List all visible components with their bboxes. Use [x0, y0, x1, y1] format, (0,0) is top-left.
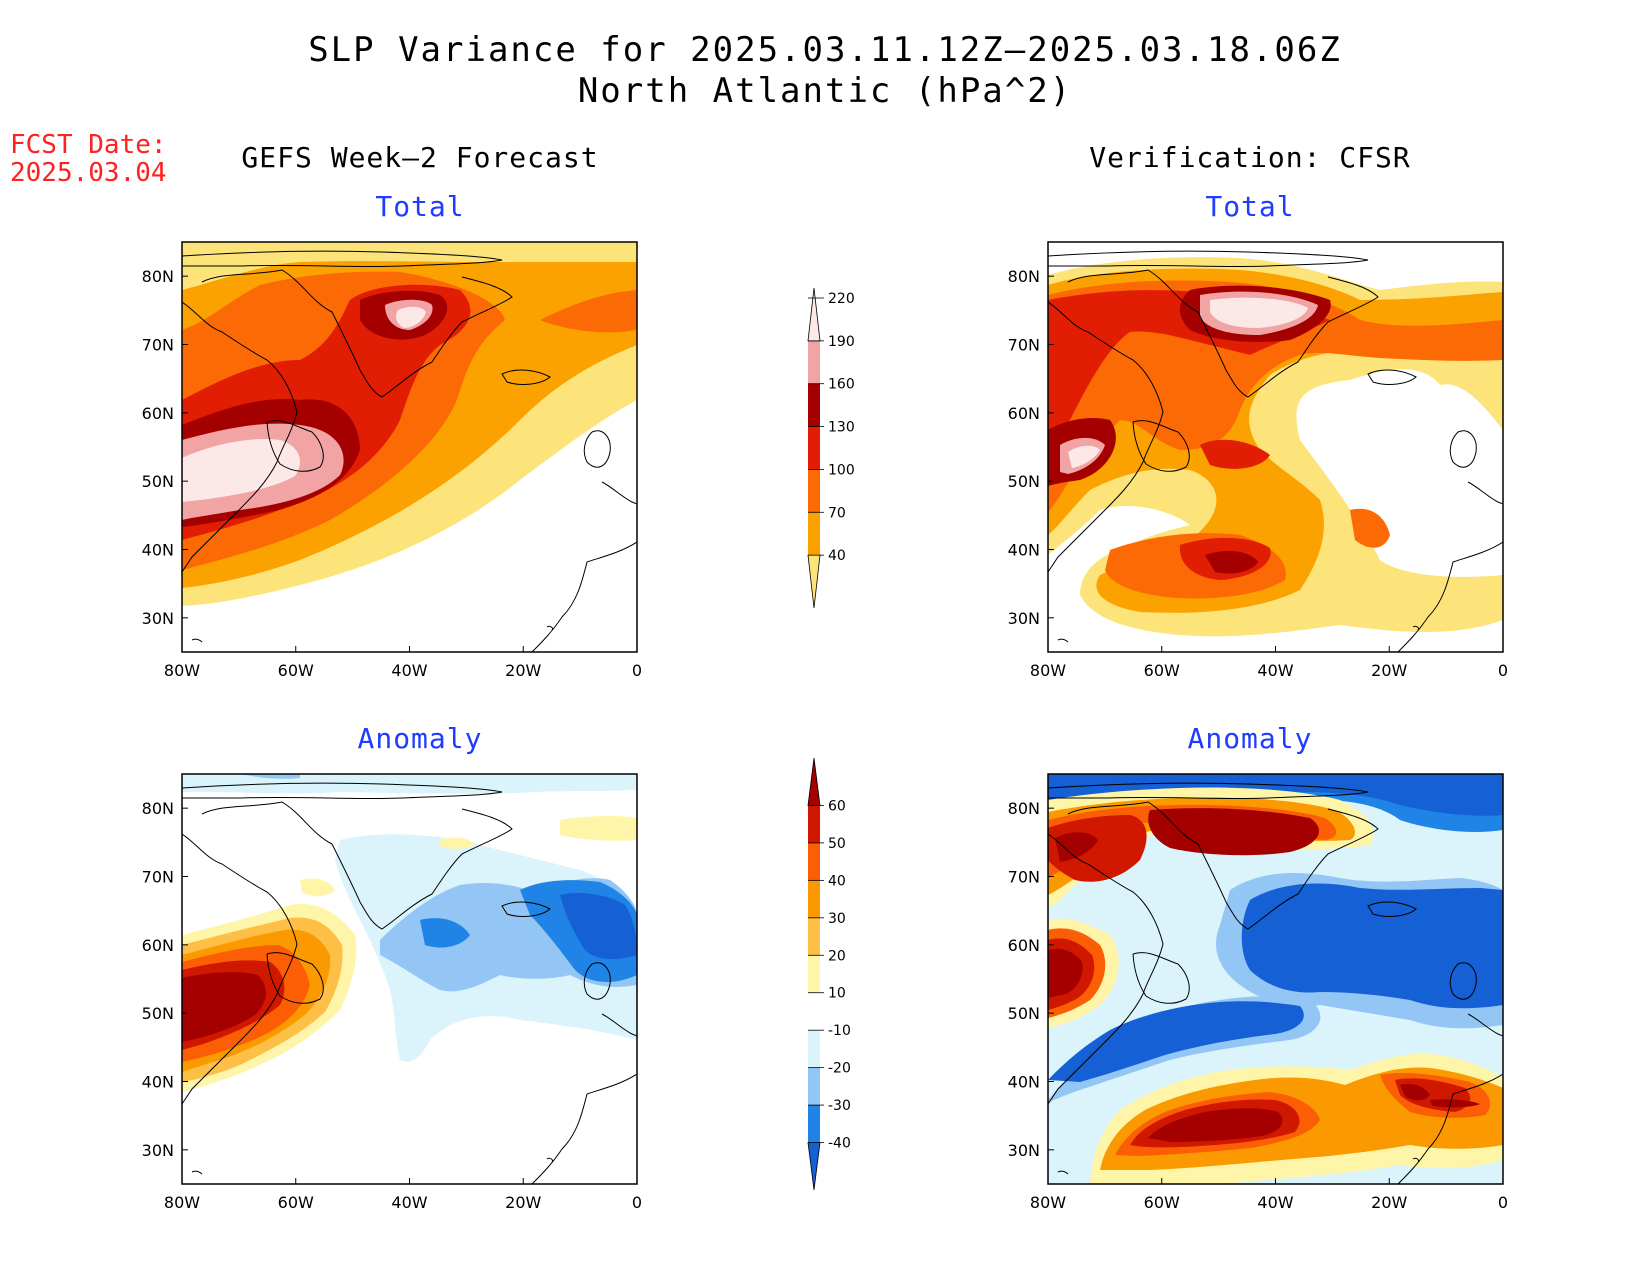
- colorbar-swatch: [808, 383, 820, 427]
- colorbar-swatch: [808, 992, 820, 1031]
- lon-tick-label-cfsr-anomaly: 60W: [1144, 1193, 1180, 1212]
- lat-tick-label-gefs-anomaly: 60N: [142, 936, 174, 955]
- colorbar-label: -30: [828, 1098, 851, 1114]
- axes-layer: 80N 70N 60N 50N 40N 30N 80W 60W 40W 20W 0 80N 70N 60N…: [142, 267, 1508, 1212]
- colorbar-label: 220: [828, 291, 855, 307]
- lat-tick-label-cfsr-anomaly: 80N: [1008, 799, 1040, 818]
- lon-tick-label-gefs-anomaly: 20W: [505, 1193, 541, 1212]
- lat-tick-label-cfsr-total: 50N: [1008, 472, 1040, 491]
- colorbar-label: 190: [828, 334, 855, 350]
- lon-tick-label-gefs-anomaly: 80W: [164, 1193, 200, 1212]
- lat-tick-label-cfsr-total: 80N: [1008, 267, 1040, 286]
- colorbar-swatch: [808, 512, 820, 556]
- panel-label-anomaly-right: Anomaly: [1187, 722, 1313, 755]
- lon-tick-label-gefs-total: 20W: [505, 661, 541, 680]
- lat-tick-label-gefs-total: 80N: [142, 267, 174, 286]
- lat-tick-label-cfsr-anomaly: 70N: [1008, 868, 1040, 887]
- map-panel-cfsr-total: [1048, 242, 1503, 652]
- main-subtitle: North Atlantic (hPa^2): [577, 71, 1073, 111]
- colorbar-label: 30: [828, 911, 846, 927]
- colorbar-label: 60: [828, 798, 846, 814]
- map-panel-gefs-total: [182, 242, 637, 652]
- panel-label-anomaly-left: Anomaly: [357, 722, 483, 755]
- colorbar-label: 50: [828, 836, 846, 852]
- colorbar-label: 10: [828, 986, 846, 1002]
- lat-tick-label-cfsr-total: 40N: [1008, 541, 1040, 560]
- panel-label-total-left: Total: [375, 190, 465, 223]
- colorbar-swatch: [807, 1142, 821, 1191]
- colorbar-label: 160: [828, 377, 855, 393]
- colorbar-swatch: [808, 917, 820, 956]
- map-panel-cfsr-anomaly: [1048, 774, 1503, 1184]
- colorbar-swatch: [807, 757, 821, 806]
- colorbar-swatch: [808, 805, 820, 843]
- colorbar-swatch: [808, 1067, 820, 1106]
- lat-tick-label-gefs-total: 50N: [142, 472, 174, 491]
- lon-tick-label-gefs-anomaly: 0: [632, 1193, 642, 1212]
- colorbar-anomaly: -40 -30 -20 -10 10 20 30 40 50 60: [807, 757, 851, 1191]
- lon-tick-label-gefs-total: 40W: [391, 661, 427, 680]
- colorbar-swatch: [807, 554, 821, 609]
- column-title-right: Verification: CFSR: [1089, 141, 1411, 174]
- lat-tick-label-gefs-anomaly: 70N: [142, 868, 174, 887]
- main-title: SLP Variance for 2025.03.11.12Z–2025.03.…: [308, 30, 1342, 70]
- colorbar-swatch: [808, 340, 820, 384]
- lon-tick-label-gefs-anomaly: 60W: [278, 1193, 314, 1212]
- lon-tick-label-gefs-total: 60W: [278, 661, 314, 680]
- colorbar-label: 130: [828, 420, 855, 436]
- lat-tick-label-gefs-total: 30N: [142, 609, 174, 628]
- colorbar-swatch: [808, 955, 820, 993]
- lon-tick-label-gefs-anomaly: 40W: [391, 1193, 427, 1212]
- lon-tick-label-gefs-total: 0: [632, 661, 642, 680]
- lon-tick-label-cfsr-total: 80W: [1030, 661, 1066, 680]
- colorbar-label: 20: [828, 948, 846, 964]
- lat-tick-label-cfsr-anomaly: 60N: [1008, 936, 1040, 955]
- colorbar-swatch: [808, 426, 820, 470]
- colorbar-swatch: [808, 1105, 820, 1143]
- fcst-date-label: FCST Date:: [10, 130, 167, 160]
- lat-tick-label-gefs-anomaly: 40N: [142, 1073, 174, 1092]
- lon-tick-label-gefs-total: 80W: [164, 661, 200, 680]
- panel-label-total-right: Total: [1205, 190, 1295, 223]
- column-title-left: GEFS Week–2 Forecast: [241, 141, 599, 174]
- colorbar-swatch: [808, 469, 820, 513]
- colorbar-swatch: [808, 880, 820, 918]
- lon-tick-label-cfsr-anomaly: 80W: [1030, 1193, 1066, 1212]
- colorbar-label: 70: [828, 505, 846, 521]
- colorbar-label: 100: [828, 462, 855, 478]
- lat-tick-label-cfsr-anomaly: 50N: [1008, 1004, 1040, 1023]
- lon-tick-label-cfsr-anomaly: 40W: [1257, 1193, 1293, 1212]
- lon-tick-label-cfsr-anomaly: 0: [1498, 1193, 1508, 1212]
- lat-tick-label-gefs-anomaly: 50N: [142, 1004, 174, 1023]
- colorbar-label: -40: [828, 1136, 851, 1152]
- colorbar-swatch: [807, 287, 821, 342]
- lon-tick-label-cfsr-anomaly: 20W: [1371, 1193, 1407, 1212]
- lon-tick-label-cfsr-total: 40W: [1257, 661, 1293, 680]
- colorbar-label: 40: [828, 873, 846, 889]
- lat-tick-label-gefs-total: 70N: [142, 336, 174, 355]
- lat-tick-label-cfsr-total: 30N: [1008, 609, 1040, 628]
- colorbar-swatch: [808, 842, 820, 881]
- lat-tick-label-gefs-anomaly: 80N: [142, 799, 174, 818]
- colorbar-swatch: [808, 1030, 820, 1068]
- map-panel-gefs-anomaly: [182, 774, 637, 1184]
- lat-tick-label-gefs-total: 40N: [142, 541, 174, 560]
- colorbar-total: 40 70 100 130 160 190 220: [807, 287, 855, 609]
- lat-tick-label-cfsr-anomaly: 40N: [1008, 1073, 1040, 1092]
- lon-tick-label-cfsr-total: 20W: [1371, 661, 1407, 680]
- colorbar-label: -10: [828, 1023, 851, 1039]
- lat-tick-label-cfsr-total: 70N: [1008, 336, 1040, 355]
- lon-tick-label-cfsr-total: 0: [1498, 661, 1508, 680]
- lat-tick-label-cfsr-total: 60N: [1008, 404, 1040, 423]
- lat-tick-label-gefs-anomaly: 30N: [142, 1141, 174, 1160]
- colorbar-label: -20: [828, 1061, 851, 1077]
- lon-tick-label-cfsr-total: 60W: [1144, 661, 1180, 680]
- colorbar-label: 40: [828, 548, 846, 564]
- fcst-date-value: 2025.03.04: [10, 158, 167, 188]
- lat-tick-label-gefs-total: 60N: [142, 404, 174, 423]
- lat-tick-label-cfsr-anomaly: 30N: [1008, 1141, 1040, 1160]
